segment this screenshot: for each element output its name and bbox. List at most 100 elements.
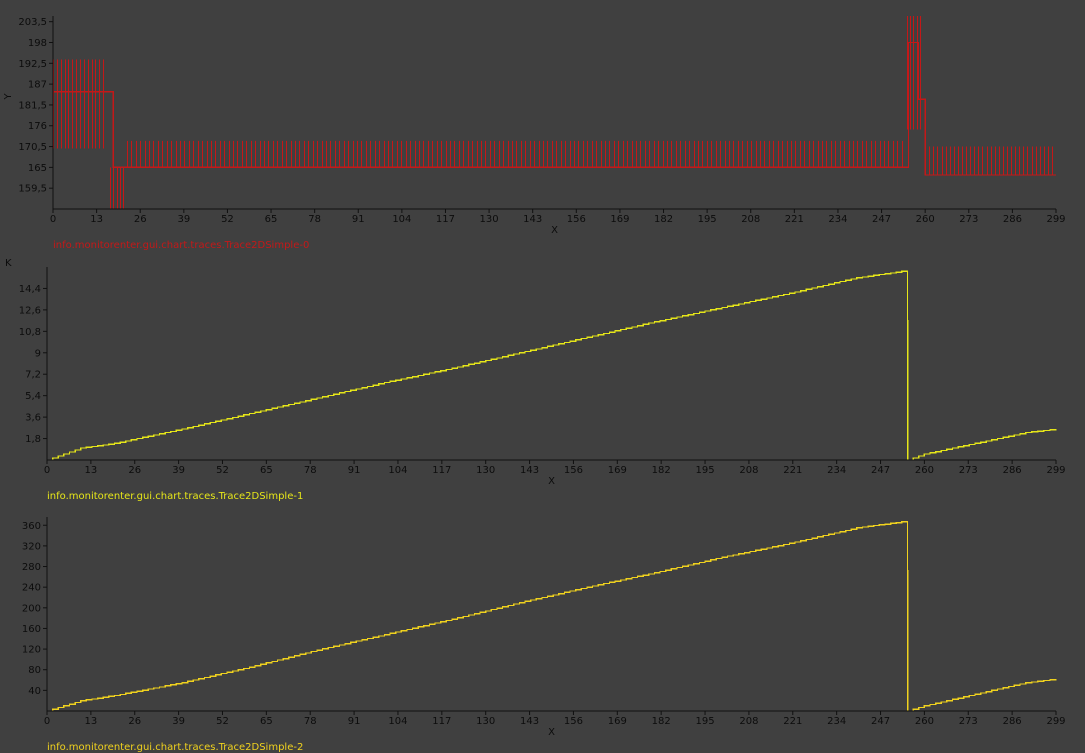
- x-tick-label: 78: [304, 716, 317, 727]
- x-tick-label: 286: [1003, 214, 1022, 225]
- y-tick-label: 240: [22, 583, 41, 594]
- legend-0: info.monitorenter.gui.chart.traces.Trace…: [53, 240, 309, 251]
- x-tick-label: 117: [432, 465, 451, 476]
- y-tick-label: 160: [22, 624, 41, 635]
- x-tick-label: 208: [739, 716, 758, 727]
- series-spikes-0-1: [110, 167, 124, 209]
- x-tick-label: 130: [476, 716, 495, 727]
- axes-0: [52, 16, 1056, 210]
- trace-1: [47, 270, 1057, 461]
- y-tick-label: 280: [22, 562, 41, 573]
- y-tick-label: 9: [35, 348, 41, 359]
- x-tick-label: 26: [128, 465, 141, 476]
- x-tick-label: 65: [260, 465, 273, 476]
- y-tick-label: 159,5: [18, 184, 47, 195]
- chart-panel-1: 1,8 3,6 5,4 7,2 9 10,8 12,6 14,4 0 13 26 39 52 65 78 9…: [5, 258, 1066, 502]
- x-ticks-2: 0 13 26 39 52 65 78 91 104 117 130 143 156 169 182 195 2…: [44, 711, 1066, 727]
- chart-panel-0: 159,5 165 170,5 176 181,5 187 192,5 198 203,5 0 1…: [3, 16, 1066, 251]
- x-tick-label: 130: [480, 214, 499, 225]
- y-tick-label: 198: [28, 38, 47, 49]
- y-tick-label: 165: [28, 163, 47, 174]
- x-tick-label: 273: [959, 214, 978, 225]
- y-tick-label: 1,8: [25, 434, 41, 445]
- x-tick-label: 247: [871, 716, 890, 727]
- y-tick-label: 187: [28, 80, 47, 91]
- x-ticks-0: 0 13 26 39 52 65 78 91 104 117 130 143 156 169 182 195 2…: [50, 209, 1066, 225]
- x-tick-label: 104: [392, 214, 411, 225]
- x-tick-label: 130: [476, 465, 495, 476]
- y-unit-label-1: K: [5, 258, 12, 269]
- legend-2: info.monitorenter.gui.chart.traces.Trace…: [47, 742, 303, 753]
- x-ticks-1: 0 13 26 39 52 65 78 91 104 117 130 143 156 169 182 195 2…: [44, 460, 1066, 476]
- y-tick-label: 203,5: [18, 17, 47, 28]
- x-axis-label-0: X: [551, 225, 558, 236]
- legend-1: info.monitorenter.gui.chart.traces.Trace…: [47, 491, 303, 502]
- x-tick-label: 234: [828, 214, 847, 225]
- y-tick-label: 10,8: [19, 327, 41, 338]
- x-tick-label: 195: [698, 214, 717, 225]
- x-tick-label: 169: [608, 465, 627, 476]
- y-tick-label: 40: [28, 686, 41, 697]
- y-tick-label: 360: [22, 521, 41, 532]
- y-tick-label: 3,6: [25, 413, 41, 424]
- x-tick-label: 286: [1003, 465, 1022, 476]
- x-tick-label: 13: [90, 214, 103, 225]
- series-line-2-0: [47, 521, 1057, 712]
- x-tick-label: 52: [216, 465, 229, 476]
- y-axis-label-0: Y: [3, 93, 14, 101]
- x-tick-label: 299: [1046, 465, 1065, 476]
- x-tick-label: 39: [177, 214, 190, 225]
- y-tick-label: 14,4: [19, 284, 41, 295]
- x-tick-label: 91: [348, 716, 361, 727]
- x-tick-label: 143: [520, 716, 539, 727]
- x-tick-label: 156: [567, 214, 586, 225]
- x-tick-label: 104: [388, 465, 407, 476]
- y-ticks-0: 159,5 165 170,5 176 181,5 187 192,5 198 203,5: [18, 17, 53, 195]
- y-tick-label: 176: [28, 121, 47, 132]
- y-tick-label: 120: [22, 645, 41, 656]
- axes-1: [46, 267, 1056, 461]
- x-tick-label: 273: [959, 465, 978, 476]
- x-tick-label: 156: [564, 465, 583, 476]
- y-tick-label: 181,5: [18, 100, 47, 111]
- x-tick-label: 78: [304, 465, 317, 476]
- x-tick-label: 299: [1046, 716, 1065, 727]
- x-tick-label: 39: [172, 465, 185, 476]
- series-line-0-0: [53, 41, 1056, 176]
- trace-0: [53, 16, 1056, 209]
- y-tick-label: 80: [28, 665, 41, 676]
- x-tick-label: 234: [827, 465, 846, 476]
- series-line-1-0: [47, 270, 1057, 461]
- series-spikes-0-3: [907, 16, 921, 130]
- y-tick-label: 192,5: [18, 59, 47, 70]
- x-tick-label: 195: [695, 465, 714, 476]
- y-tick-label: 320: [22, 541, 41, 552]
- x-tick-label: 208: [739, 465, 758, 476]
- x-tick-label: 273: [959, 716, 978, 727]
- x-axis-label-2: X: [548, 727, 555, 738]
- x-tick-label: 286: [1003, 716, 1022, 727]
- x-tick-label: 247: [872, 214, 891, 225]
- x-tick-label: 143: [520, 465, 539, 476]
- x-tick-label: 247: [871, 465, 890, 476]
- trace-2: [47, 521, 1057, 712]
- x-tick-label: 52: [216, 716, 229, 727]
- x-tick-label: 221: [785, 214, 804, 225]
- x-tick-label: 143: [523, 214, 542, 225]
- x-tick-label: 234: [827, 716, 846, 727]
- x-tick-label: 91: [352, 214, 365, 225]
- x-tick-label: 117: [432, 716, 451, 727]
- chart-panel-2: 40 80 120 160 200 240 280 320 360 0 13 26 39 52 65 78 9…: [22, 517, 1066, 753]
- x-tick-label: 13: [85, 465, 98, 476]
- x-tick-label: 208: [741, 214, 760, 225]
- series-spikes-0-0: [53, 59, 104, 149]
- x-tick-label: 26: [128, 716, 141, 727]
- x-tick-label: 182: [652, 465, 671, 476]
- axes-2: [46, 517, 1056, 712]
- y-tick-label: 200: [22, 603, 41, 614]
- x-tick-label: 52: [221, 214, 234, 225]
- y-ticks-1: 1,8 3,6 5,4 7,2 9 10,8 12,6 14,4: [19, 284, 47, 445]
- y-tick-label: 7,2: [25, 370, 41, 381]
- x-tick-label: 221: [783, 465, 802, 476]
- x-axis-label-1: X: [548, 476, 555, 487]
